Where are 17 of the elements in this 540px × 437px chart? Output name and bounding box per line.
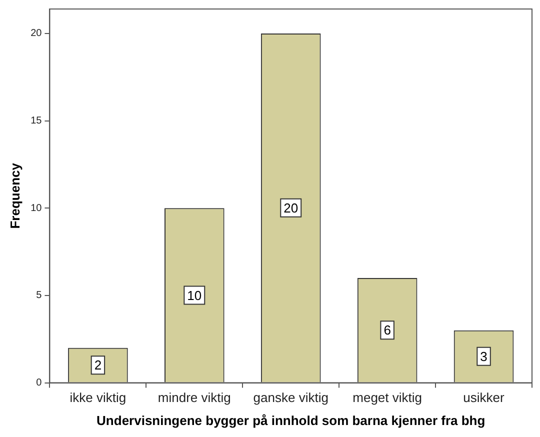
y-tick-label: 20 [30,28,42,40]
x-tick-label: meget viktig [352,390,422,406]
y-tick-label: 5 [36,290,42,302]
x-tick-label: usikker [463,390,506,406]
y-tick-label: 10 [30,202,42,214]
x-tick-label: ganske viktig [253,390,328,406]
x-tick-label: ikke viktig [70,390,126,406]
data-label: 20 [284,200,298,216]
y-tick-label: 15 [30,116,42,127]
y-axis-title: Frequency [7,162,22,229]
data-label: 10 [187,288,202,303]
data-label: 6 [384,322,391,338]
data-label: 3 [480,348,488,364]
x-axis-title: Undervisningene bygger på innhold som barna kjenner fra bhg [96,412,486,428]
y-tick-label: 0 [36,378,42,389]
data-label: 2 [94,358,102,373]
x-tick-label: mindre viktig [158,390,231,406]
